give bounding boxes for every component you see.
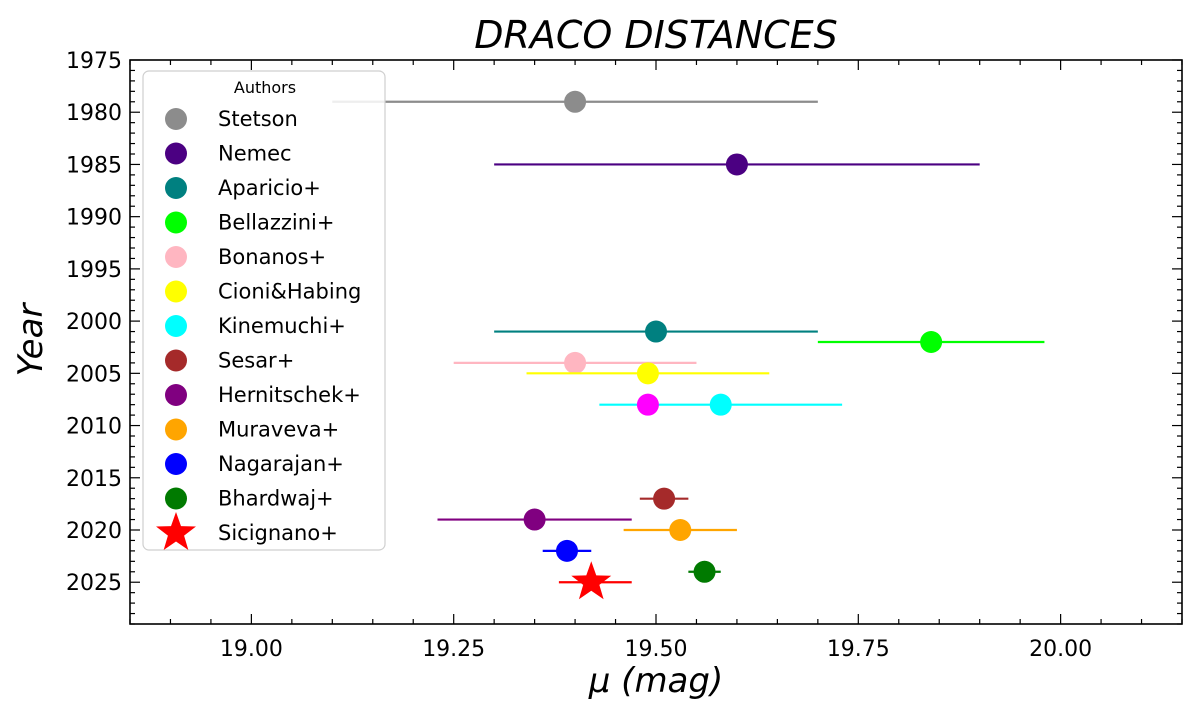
- data-point: [669, 519, 692, 541]
- legend-marker: [165, 142, 187, 165]
- data-point: [653, 487, 676, 510]
- legend-marker: [165, 177, 187, 199]
- y-tick-label: 2020: [66, 519, 122, 544]
- data-point: [564, 351, 587, 374]
- legend-label: Cioni&Habing: [218, 280, 361, 304]
- legend-marker: [165, 108, 187, 130]
- data-point: [920, 331, 943, 353]
- legend-label: Nemec: [218, 142, 292, 166]
- legend-label: Hernitschek+: [218, 383, 361, 407]
- legend-label: Nagarajan+: [218, 452, 344, 476]
- legend-marker: [165, 349, 187, 372]
- data-point: [709, 393, 732, 416]
- legend-marker: [165, 453, 187, 475]
- legend-marker: [165, 280, 187, 303]
- x-tick-label: 19.00: [220, 637, 283, 662]
- y-tick-label: 2005: [66, 362, 122, 387]
- legend-marker: [165, 487, 187, 510]
- legend-marker: [165, 211, 187, 234]
- legend-label: Sesar+: [218, 349, 294, 373]
- data-point-star: [571, 561, 612, 600]
- data-point: [523, 508, 546, 531]
- legend-label: Bonanos+: [218, 245, 326, 269]
- chart-title: DRACO DISTANCES: [474, 13, 838, 57]
- axis-ticks: 1975 1980 1985 1990 1995 2000 2005 2010 2015 2020…: [66, 49, 1183, 662]
- x-tick-label: 20.00: [1029, 637, 1092, 662]
- y-tick-label: 1995: [66, 258, 122, 283]
- data-point: [693, 560, 716, 583]
- legend-label: Aparicio+: [218, 176, 321, 200]
- legend-box: [142, 70, 386, 551]
- y-tick-label: 2010: [66, 415, 122, 440]
- x-axis-label: μ (mag): [588, 661, 724, 701]
- legend-title: Authors: [234, 78, 296, 97]
- legend-marker: [165, 418, 187, 441]
- data-point: [564, 90, 587, 113]
- legend-marker: [165, 384, 187, 406]
- data-point: [555, 539, 578, 562]
- y-tick-label: 1985: [66, 153, 122, 178]
- data-point: [725, 153, 748, 176]
- legend-marker: [165, 246, 187, 268]
- legend-label: Kinemuchi+: [218, 314, 346, 338]
- legend-marker: [165, 315, 187, 337]
- y-tick-label: 1990: [66, 206, 122, 231]
- legend: Authors Stetson Nemec Aparicio+ Bellazzini+ B…: [142, 70, 386, 551]
- x-tick-label: 19.75: [827, 637, 890, 662]
- y-tick-label: 2015: [66, 467, 122, 492]
- legend-label: Bellazzini+: [218, 211, 334, 235]
- data-marks: [332, 90, 1045, 600]
- y-tick-label: 2025: [66, 571, 122, 596]
- plot-frame: [129, 59, 1183, 625]
- legend-label: Stetson: [218, 107, 298, 131]
- data-point-extra: [636, 393, 659, 416]
- x-tick-label: 19.50: [625, 637, 688, 662]
- data-point: [636, 362, 659, 385]
- y-tick-label: 1975: [66, 49, 122, 74]
- y-tick-label: 1980: [66, 101, 122, 126]
- legend-label: Muraveva+: [218, 418, 339, 442]
- data-point: [645, 320, 667, 343]
- legend-marker-star: [156, 512, 196, 550]
- y-axis-label: Year: [11, 302, 51, 377]
- legend-label: Bhardwaj+: [218, 487, 334, 511]
- legend-label: Sicignano+: [218, 521, 338, 545]
- x-tick-label: 19.25: [422, 637, 485, 662]
- y-tick-label: 2000: [66, 310, 122, 335]
